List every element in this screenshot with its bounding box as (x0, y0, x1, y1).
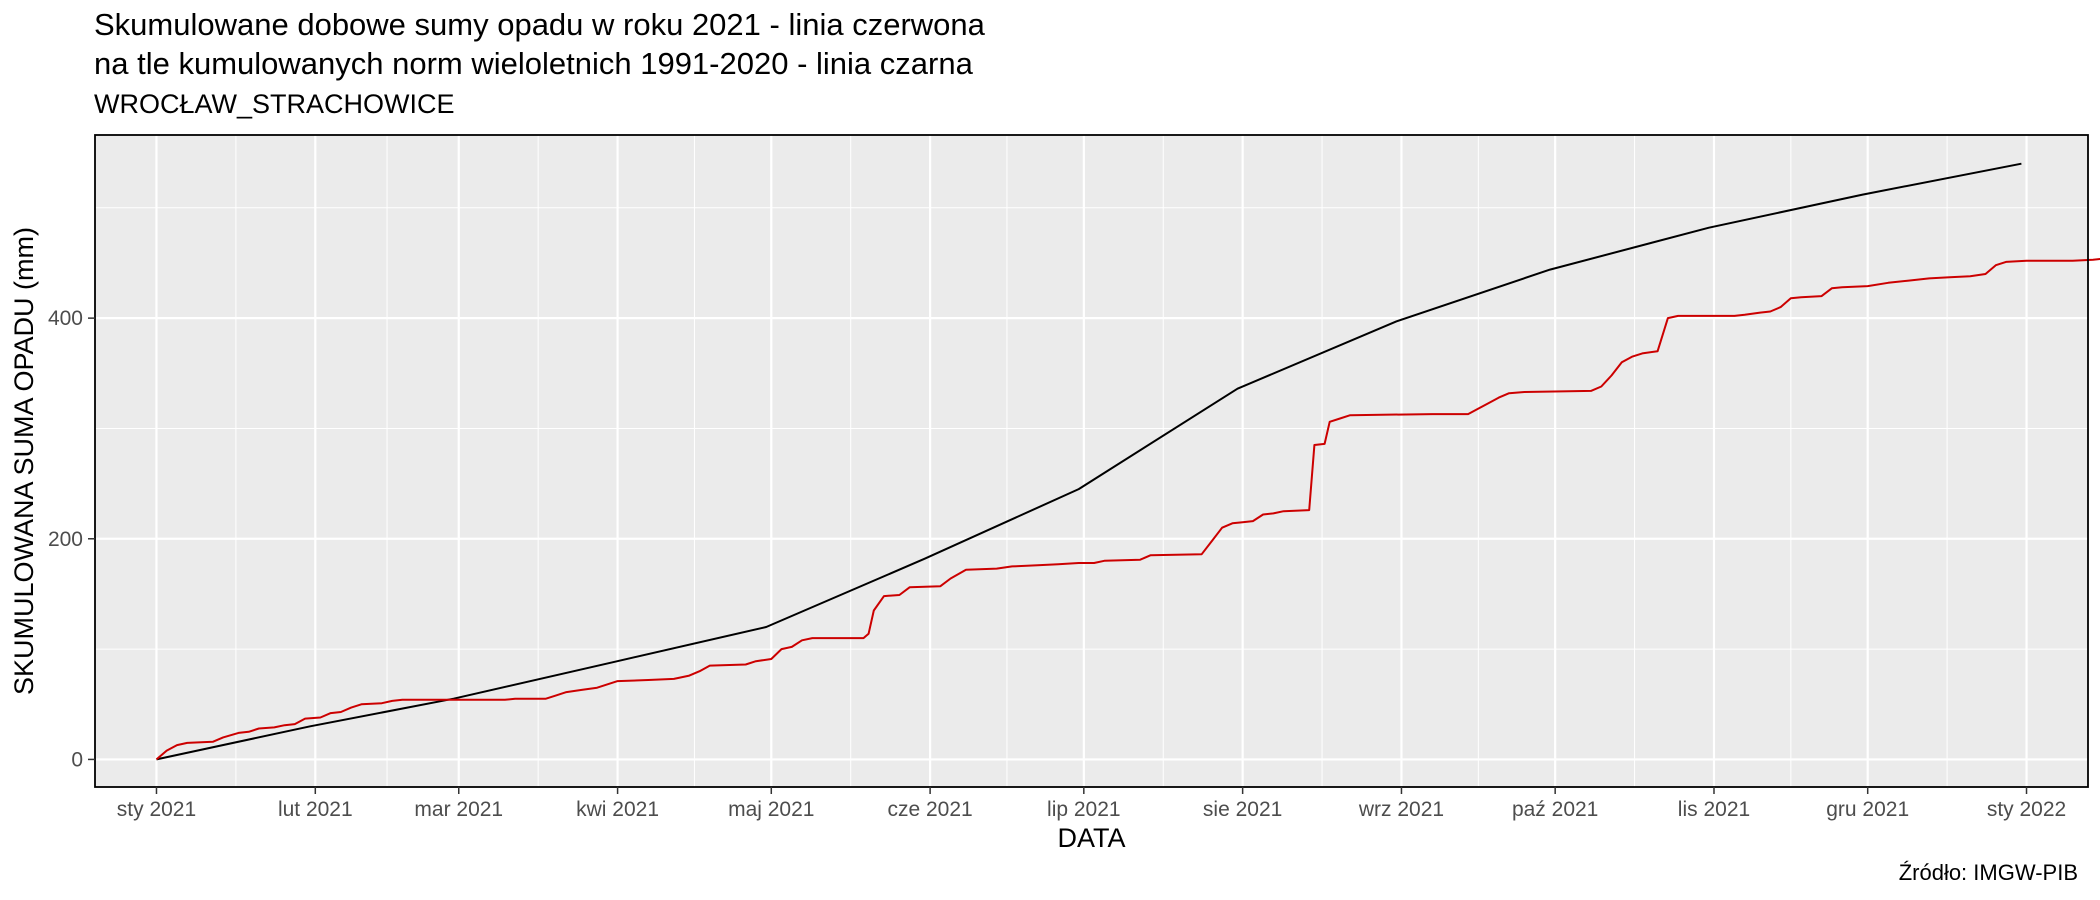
y-axis-label: SKUMULOWANA SUMA OPADU (mm) (9, 227, 39, 695)
x-axis-label: DATA (1057, 823, 1125, 853)
series-layer (155, 162, 2100, 761)
x-tick-label: sty 2021 (117, 798, 196, 821)
x-tick-label: lis 2021 (1678, 798, 1750, 821)
y-tick-label: 0 (71, 748, 83, 771)
x-tick-label: gru 2021 (1826, 798, 1909, 821)
plot-panel (95, 135, 2088, 787)
chart-title-line-2: na tle kumulowanych norm wieloletnich 19… (94, 46, 973, 81)
x-tick-label: sty 2022 (1987, 798, 2066, 821)
x-tick-label: wrz 2021 (1358, 798, 1444, 821)
x-tick-label: lip 2021 (1047, 798, 1121, 821)
y-tick-label: 200 (48, 528, 83, 551)
x-tick-label: maj 2021 (728, 798, 814, 821)
chart-subtitle: WROCŁAW_STRACHOWICE (94, 89, 455, 119)
x-tick-label: paź 2021 (1512, 798, 1598, 821)
axis-ticks: sty 2021 lut 2021 mar 2021 kwi 2021 maj 2021… (48, 307, 2066, 821)
x-tick-label: kwi 2021 (576, 798, 659, 821)
x-tick-label: cze 2021 (887, 798, 972, 821)
y-tick-label: 400 (48, 307, 83, 330)
series-line-norm (156, 162, 2022, 761)
plot-border (94, 134, 2089, 788)
source-caption: Źródło: IMGW-PIB (1898, 860, 2078, 885)
series-line-actual (155, 257, 2100, 761)
x-tick-label: lut 2021 (278, 798, 353, 821)
x-tick-label: sie 2021 (1203, 798, 1282, 821)
grid-lines (95, 135, 2088, 787)
chart-title-line-1: Skumulowane dobowe sumy opadu w roku 202… (94, 7, 985, 42)
x-tick-label: mar 2021 (414, 798, 503, 821)
